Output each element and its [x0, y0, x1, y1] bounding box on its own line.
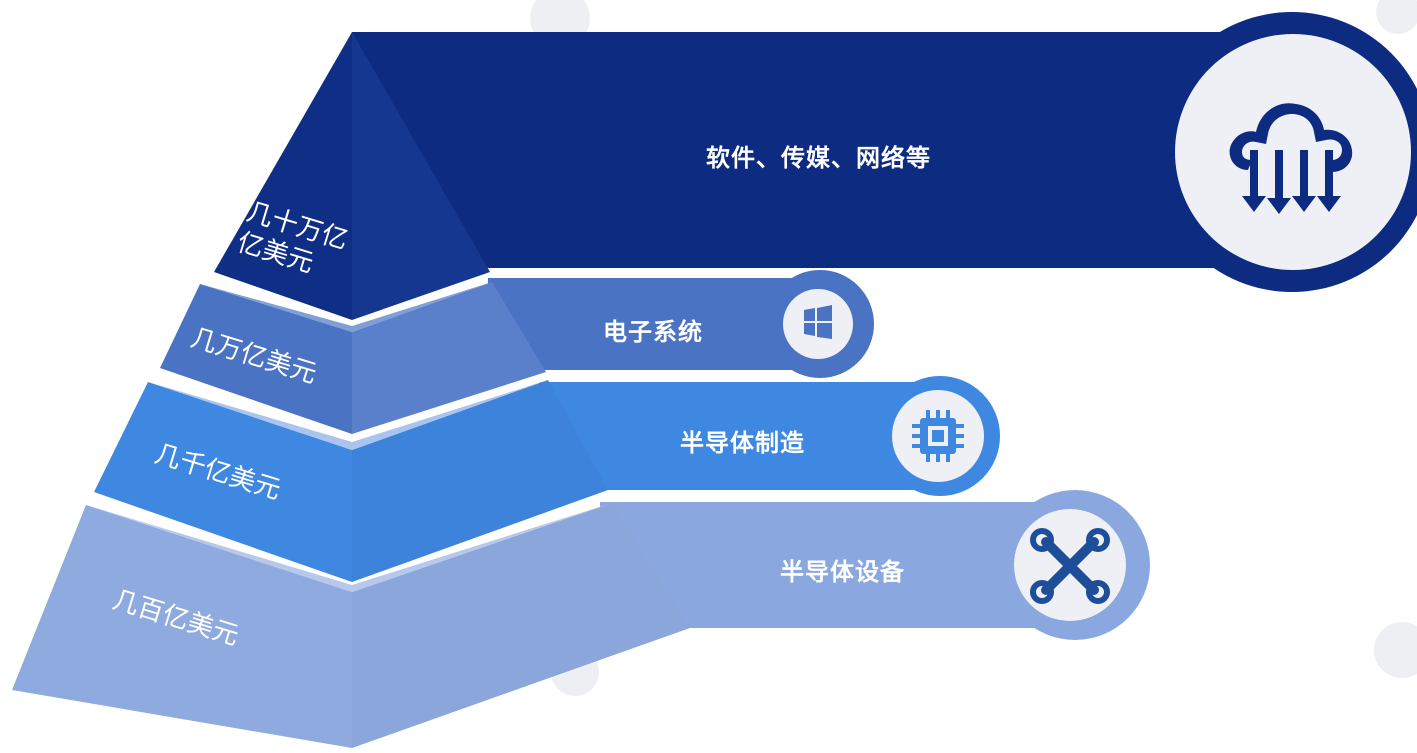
- tier2-right-face: [352, 282, 546, 434]
- band-software: [352, 32, 1345, 268]
- tier1-right-face: [352, 32, 490, 320]
- tier4-left-face: [12, 505, 352, 748]
- band-semiconductor-equipment: [600, 502, 1120, 628]
- windows-logo-icon: [804, 305, 832, 339]
- tier3-right-face: [352, 380, 608, 582]
- band-semiconductor-manufacturing: [540, 382, 985, 490]
- industry-label-semiconductor-equipment: 半导体设备: [780, 558, 905, 586]
- tier1-left-face: [214, 32, 352, 320]
- tier3-left-face: [94, 382, 352, 582]
- icon-bg-1: [1175, 34, 1411, 270]
- industry-label-semiconductor-manufacturing: 半导体制造: [680, 429, 805, 457]
- tier2-left-face: [160, 284, 352, 434]
- chip-icon: [912, 410, 964, 462]
- tier4-right-face: [352, 503, 690, 748]
- wrench-cross-icon: [1030, 528, 1110, 604]
- industry-label-electronic-systems: 电子系统: [603, 318, 703, 346]
- cloud-download-icon: [1229, 103, 1353, 214]
- band-electronic-systems: [488, 278, 864, 370]
- industry-label-software: 软件、传媒、网络等: [706, 144, 931, 172]
